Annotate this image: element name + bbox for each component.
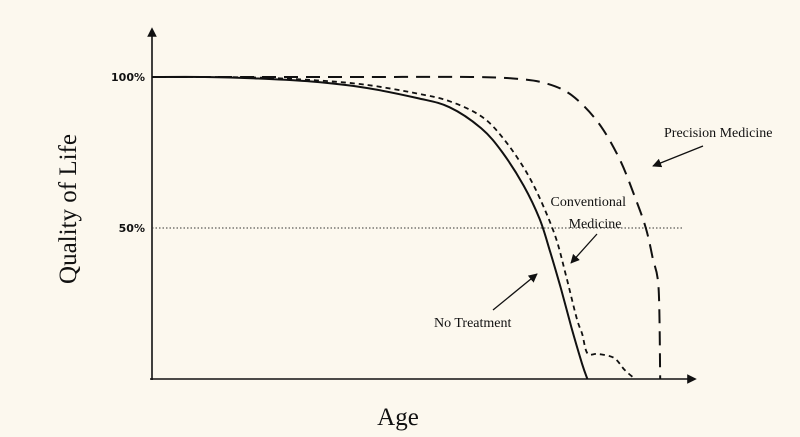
series-no-treatment-line [151, 75, 589, 380]
annotation-no-treatment: No Treatment [434, 316, 512, 331]
annotation-conventional-medicine-line-2: Medicine [569, 217, 622, 232]
annotation-no-treatment-arrow [492, 273, 538, 311]
series-conventional-medicine-line [151, 76, 636, 380]
x-axis-title: Age [377, 404, 419, 431]
annotation-conventional-medicine: Conventional Medicine [551, 195, 630, 232]
series-precision-medicine-line [151, 75, 662, 380]
annotation-conventional-medicine-arrow [570, 233, 598, 264]
annotation-no-treatment-line: No Treatment [434, 316, 512, 331]
annotation-precision-medicine: Precision Medicine [664, 126, 772, 141]
y-tick-label-100: 100% [111, 71, 145, 84]
y-axis-title: Quality of Life [55, 134, 82, 284]
y-tick-label-50: 50% [119, 222, 145, 235]
annotation-conventional-medicine-line-1: Conventional [551, 195, 627, 210]
annotation-precision-medicine-arrow [652, 145, 704, 168]
annotation-precision-medicine-line: Precision Medicine [664, 126, 772, 141]
